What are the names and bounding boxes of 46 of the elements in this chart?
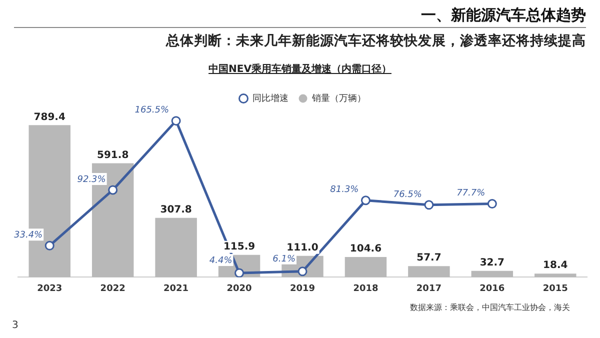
x-tick-label: 2021 bbox=[164, 284, 189, 294]
x-tick-label: 2020 bbox=[226, 284, 252, 294]
data-label: 789.4 bbox=[34, 112, 66, 123]
data-label: 104.6 bbox=[350, 244, 382, 255]
bar bbox=[344, 257, 387, 278]
bar bbox=[471, 270, 514, 278]
bar bbox=[155, 218, 197, 278]
data-label: 81.3% bbox=[330, 185, 359, 196]
point bbox=[298, 266, 308, 276]
data-label: 92.3% bbox=[77, 174, 106, 185]
point bbox=[487, 199, 497, 209]
data-label: 77.7% bbox=[456, 188, 486, 199]
data-label: 111.0 bbox=[286, 242, 318, 254]
legend-label: 销量（万辆） bbox=[311, 92, 366, 104]
point bbox=[234, 268, 244, 278]
legend-label: 同比增速 bbox=[252, 92, 288, 104]
x-tick-label: 2018 bbox=[353, 284, 378, 294]
x-tick-label: 2019 bbox=[290, 284, 316, 294]
data-label: 32.7 bbox=[480, 257, 505, 268]
data-label: 307.8 bbox=[160, 204, 192, 216]
source-note: 数据来源：乘联会，中国汽车工业协会，海关 bbox=[410, 302, 570, 313]
data-label: 115.9 bbox=[223, 241, 256, 252]
text: 一、新能源汽车总体趋势 bbox=[421, 6, 586, 25]
x-tick-label: 2023 bbox=[37, 284, 62, 294]
point bbox=[360, 196, 370, 206]
x-tick-label: 2015 bbox=[542, 284, 568, 294]
data-label: 591.8 bbox=[97, 150, 129, 161]
data-label: 165.5% bbox=[134, 106, 170, 116]
data-label: 4.4% bbox=[209, 256, 232, 266]
point bbox=[44, 240, 54, 250]
data-label: 18.4 bbox=[543, 260, 568, 272]
text: 总体判断：未来几年新能源汽车还将较快发展，渗透率还将持续提高 bbox=[166, 32, 586, 50]
data-label: 57.7 bbox=[416, 252, 442, 264]
data-label: 33.4% bbox=[14, 230, 43, 240]
data-label: 6.1% bbox=[272, 254, 296, 264]
chart-title: 中国NEV乘用车销量及增速（内需口径） bbox=[208, 62, 392, 76]
x-tick-label: 2022 bbox=[100, 284, 126, 294]
x-tick-label: 2017 bbox=[416, 284, 442, 294]
bar bbox=[534, 274, 576, 278]
point bbox=[424, 200, 434, 210]
point bbox=[171, 116, 181, 126]
point bbox=[108, 185, 118, 195]
x-tick-label: 2016 bbox=[480, 284, 505, 294]
bar bbox=[408, 266, 450, 278]
data-label: 76.5% bbox=[393, 190, 422, 200]
text: 3 bbox=[12, 320, 18, 331]
